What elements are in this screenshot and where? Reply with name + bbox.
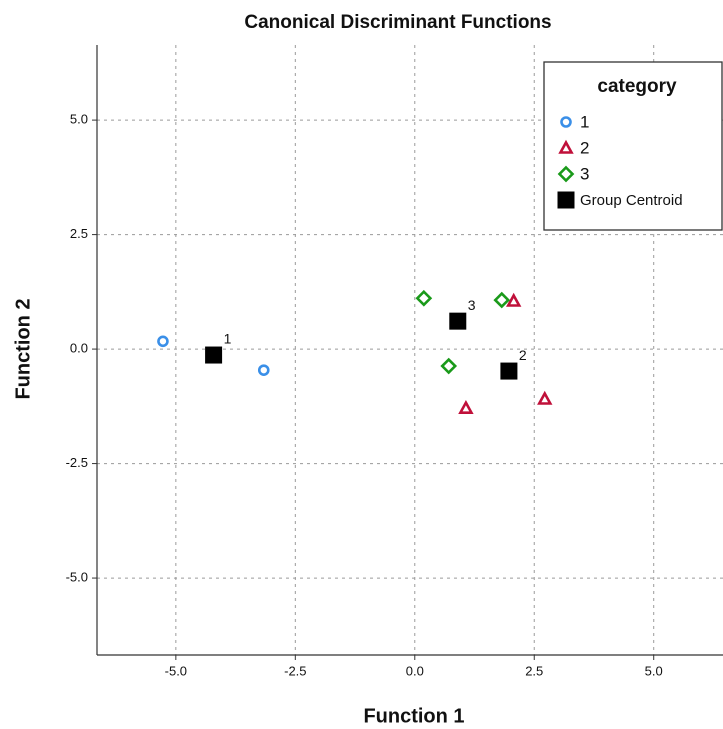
- x-tick-label: 0.0: [406, 663, 424, 678]
- legend-label: 3: [580, 164, 589, 183]
- x-tick-label: -2.5: [284, 663, 306, 678]
- point: [440, 357, 458, 375]
- centroid-label: 3: [468, 297, 476, 313]
- y-tick-label: -5.0: [66, 570, 88, 585]
- centroid-label: 2: [519, 347, 527, 363]
- point: [505, 292, 522, 307]
- legend-marker: [557, 191, 575, 209]
- y-tick-label: 0.0: [70, 341, 88, 356]
- centroid-label: 1: [224, 331, 232, 347]
- point: [415, 289, 433, 307]
- x-tick-label: 5.0: [645, 663, 663, 678]
- point: [257, 364, 270, 376]
- legend-label: 2: [580, 138, 589, 157]
- legend-marker: [558, 139, 574, 154]
- point: [157, 335, 169, 348]
- y-tick-label: -2.5: [66, 455, 88, 470]
- legend-label: Group Centroid: [580, 192, 683, 209]
- centroid: [500, 362, 518, 380]
- y-tick-label: 5.0: [70, 112, 88, 127]
- x-axis-label: Function 1: [363, 705, 464, 727]
- centroid: [205, 346, 223, 364]
- legend-marker: [560, 116, 572, 128]
- x-tick-label: -5.0: [165, 663, 187, 678]
- y-tick-label: 2.5: [70, 226, 88, 241]
- x-tick-label: 2.5: [525, 663, 543, 678]
- legend-marker: [557, 165, 575, 183]
- point: [493, 291, 511, 309]
- point: [537, 390, 553, 405]
- legend-label: 1: [580, 112, 589, 131]
- centroid: [449, 312, 467, 330]
- y-axis-label: Function 2: [12, 298, 34, 399]
- point: [458, 399, 474, 414]
- chart-title: Canonical Discriminant Functions: [244, 12, 551, 33]
- legend-title: category: [597, 76, 677, 97]
